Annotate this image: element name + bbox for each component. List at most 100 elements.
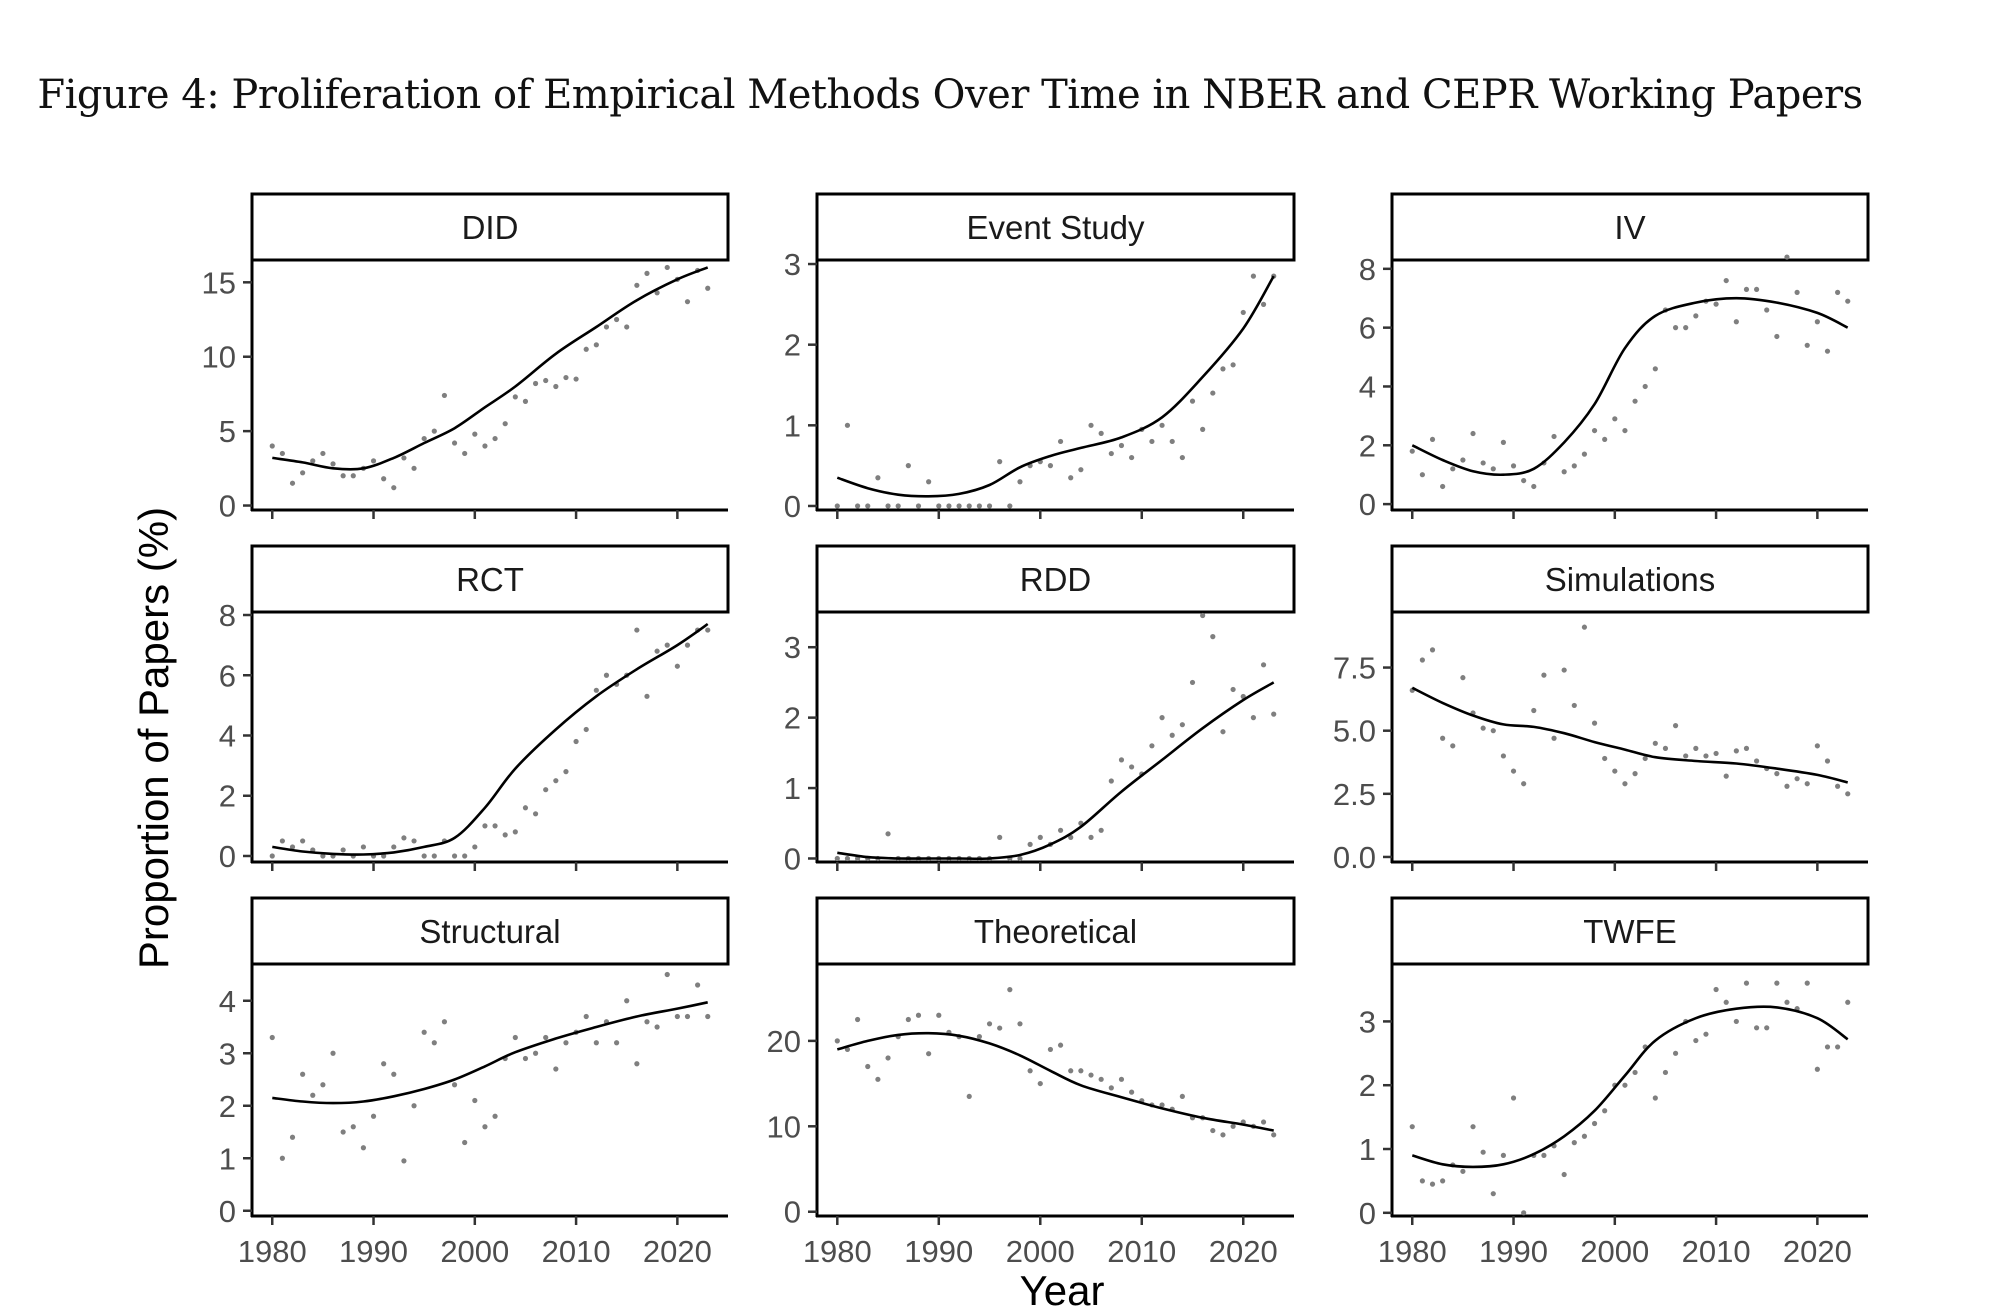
data-point-iv: [1531, 483, 1537, 490]
y-tick-label-structural: 3: [219, 1036, 236, 1071]
data-point-event-study: [1149, 438, 1155, 445]
data-point-simulations: [1612, 768, 1618, 774]
data-point-rdd: [1260, 662, 1267, 668]
data-point-iv: [1440, 483, 1446, 490]
data-point-did: [705, 285, 711, 291]
x-tick-label-twfe: 2000: [1580, 1234, 1649, 1269]
data-point-event-study: [1210, 390, 1216, 396]
data-point-rct: [573, 738, 579, 745]
data-point-did: [573, 376, 579, 382]
data-point-structural: [300, 1071, 306, 1077]
data-point-event-study: [1250, 273, 1257, 279]
y-tick-label-iv: 8: [1359, 252, 1376, 287]
data-point-twfe: [1591, 1120, 1598, 1127]
data-point-twfe: [1784, 999, 1790, 1005]
data-point-event-study: [1230, 362, 1236, 368]
data-point-theoretical: [1108, 1085, 1114, 1091]
data-point-structural: [279, 1155, 285, 1161]
data-point-theoretical: [997, 1025, 1003, 1031]
data-point-event-study: [936, 503, 942, 509]
data-point-theoretical: [926, 1051, 932, 1057]
data-point-simulations: [1683, 753, 1689, 759]
trend-line-rct: [272, 622, 709, 856]
data-point-simulations: [1713, 750, 1719, 757]
data-point-rdd: [1027, 841, 1033, 847]
data-point-rct: [431, 853, 437, 859]
data-point-twfe: [1510, 1095, 1517, 1101]
data-point-twfe: [1672, 1050, 1679, 1056]
data-point-rdd: [1200, 612, 1206, 619]
data-point-iv: [1470, 430, 1476, 437]
data-point-event-study: [854, 503, 861, 509]
panel-event-study: Event Study 0 1 2 3: [784, 192, 1296, 524]
data-point-event-study: [915, 503, 922, 509]
data-point-simulations: [1460, 675, 1466, 681]
data-point-structural: [512, 1034, 518, 1041]
data-point-simulations: [1652, 740, 1658, 746]
data-point-event-study: [976, 503, 982, 509]
data-point-theoretical: [1027, 1068, 1033, 1074]
data-point-iv: [1521, 477, 1527, 484]
data-point-did: [381, 476, 387, 482]
data-point-event-study: [986, 503, 993, 509]
trend-line-structural: [272, 1001, 708, 1105]
data-point-event-study: [926, 479, 932, 485]
y-tick-label-rct: 6: [219, 658, 236, 693]
data-point-did: [492, 435, 498, 442]
data-point-twfe: [1753, 1025, 1760, 1031]
strip-box-rdd: [815, 544, 1296, 614]
data-point-rdd: [1149, 743, 1155, 749]
data-point-iv: [1693, 313, 1699, 319]
y-tick-label-theoretical: 20: [767, 1024, 801, 1059]
data-point-structural: [421, 1029, 427, 1035]
data-point-rct: [472, 844, 478, 850]
data-point-structural: [370, 1113, 377, 1119]
data-point-theoretical: [875, 1076, 881, 1082]
panel-rct: RCT 0 2 4 6 8: [219, 544, 730, 874]
data-point-structural: [330, 1050, 336, 1056]
data-point-theoretical: [854, 1016, 861, 1023]
strip-label-simulations: Simulations: [1545, 561, 1716, 598]
data-point-twfe: [1814, 1066, 1820, 1072]
y-tick-label-structural: 0: [219, 1194, 236, 1229]
data-point-did: [603, 324, 610, 330]
data-point-iv: [1571, 463, 1577, 469]
y-tick-label-twfe: 3: [1359, 1004, 1376, 1039]
data-point-event-study: [1017, 479, 1023, 485]
data-point-theoretical: [976, 1034, 982, 1040]
data-point-theoretical: [1037, 1080, 1043, 1087]
data-point-did: [634, 282, 640, 288]
y-tick-label-simulations: 2.5: [1333, 777, 1376, 812]
data-point-iv: [1794, 289, 1800, 295]
data-point-did: [684, 299, 691, 305]
x-tick-label-twfe: 1990: [1479, 1234, 1548, 1269]
data-point-theoretical: [834, 1038, 840, 1044]
data-point-event-study: [1068, 475, 1074, 481]
x-tick-label-twfe: 2010: [1682, 1234, 1751, 1269]
data-point-iv: [1591, 427, 1598, 434]
data-point-twfe: [1733, 1018, 1739, 1025]
data-point-twfe: [1703, 1031, 1709, 1037]
data-point-simulations: [1804, 781, 1810, 787]
data-point-did: [593, 342, 599, 348]
data-point-simulations: [1561, 667, 1567, 673]
data-point-twfe: [1480, 1149, 1486, 1155]
data-point-theoretical: [905, 1016, 911, 1023]
data-point-did: [563, 374, 569, 381]
data-point-iv: [1845, 298, 1851, 304]
data-point-structural: [401, 1158, 407, 1164]
data-point-twfe: [1662, 1069, 1669, 1076]
y-axis-title: Proportion of Papers (%): [130, 507, 177, 969]
y-tick-label-did: 15: [202, 265, 236, 300]
data-point-structural: [553, 1066, 559, 1072]
data-point-rct: [360, 844, 367, 850]
data-point-event-study: [1169, 438, 1175, 445]
data-point-iv: [1733, 319, 1739, 325]
data-point-simulations: [1814, 743, 1820, 749]
data-point-rdd: [997, 834, 1003, 840]
data-point-rct: [492, 823, 498, 829]
data-point-simulations: [1450, 743, 1456, 749]
data-point-structural: [411, 1103, 417, 1109]
data-point-iv: [1622, 427, 1628, 434]
data-point-rct: [482, 823, 488, 829]
